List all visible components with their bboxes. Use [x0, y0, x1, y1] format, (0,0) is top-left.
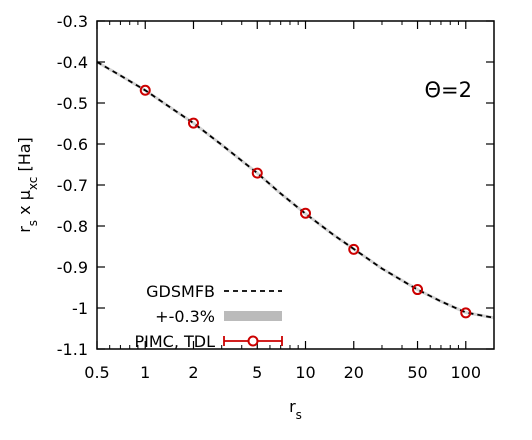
- y-tick-label: -0.5: [57, 94, 88, 113]
- x-axis-title: rs: [289, 397, 302, 422]
- legend-label: +-0.3%: [155, 307, 215, 326]
- pimc-point: [348, 243, 360, 255]
- y-tick-label: -0.9: [57, 258, 88, 277]
- legend-label: PIMC, TDL: [134, 332, 215, 351]
- y-tick-label: -0.6: [57, 135, 88, 154]
- x-tick-label: 2: [188, 363, 198, 382]
- legend: GDSMFB +-0.3% PIMC, TDL: [134, 282, 283, 351]
- x-tick-label: 0.5: [84, 363, 109, 382]
- x-tick-label: 1: [140, 363, 150, 382]
- pimc-point: [187, 117, 199, 129]
- pimc-point: [139, 84, 151, 96]
- tick-layer: -0.3 -0.4 -0.5 -0.6 -0.7 -0.8 -0.9 -1 -1.1 0.5 1 2 5…: [57, 12, 494, 382]
- curve-layer: [96, 60, 495, 320]
- x-tick-label: 20: [344, 363, 364, 382]
- y-tick-label: -0.4: [57, 53, 88, 72]
- y-tick-label: -0.7: [57, 176, 88, 195]
- pimc-point: [300, 207, 312, 219]
- pimc-point: [251, 167, 263, 179]
- legend-swatch-band: [224, 311, 282, 321]
- y-tick-label: -0.8: [57, 217, 88, 236]
- y-tick-label: -0.3: [57, 12, 88, 31]
- pimc-point: [460, 307, 472, 319]
- x-tick-label: 10: [295, 363, 315, 382]
- pimc-point: [412, 284, 424, 296]
- y-axis-title: rs x μxc [Ha]: [15, 137, 40, 233]
- x-tick-label: 100: [451, 363, 482, 382]
- y-tick-label: -1: [72, 299, 88, 318]
- legend-swatch-marker: [247, 335, 259, 347]
- legend-label: GDSMFB: [146, 282, 215, 301]
- x-tick-label: 5: [252, 363, 262, 382]
- gdsmfb-curve: [96, 61, 495, 319]
- y-tick-label: -1.1: [57, 340, 88, 359]
- x-tick-label: 50: [407, 363, 427, 382]
- annotation-theta: Θ=2: [425, 78, 473, 102]
- points-layer: [139, 84, 472, 319]
